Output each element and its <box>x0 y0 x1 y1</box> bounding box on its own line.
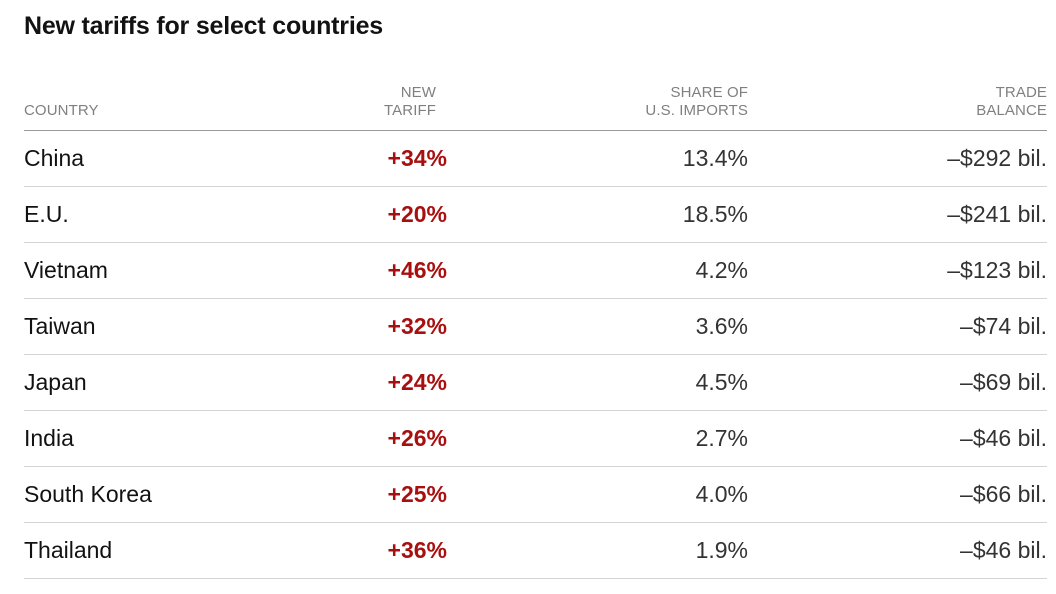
cell-balance: –$241 bil. <box>947 201 1047 227</box>
cell-share: 4.5% <box>695 369 748 395</box>
cell-balance: –$74 bil. <box>960 313 1047 339</box>
cell-country: Taiwan <box>24 313 96 339</box>
cell-country: Japan <box>24 369 87 395</box>
cell-balance: –$46 bil. <box>960 425 1047 451</box>
cell-share: 3.6% <box>695 313 748 339</box>
cell-country: China <box>24 145 85 171</box>
cell-balance: –$69 bil. <box>960 369 1047 395</box>
header-country-label: COUNTRY <box>24 102 99 119</box>
table-row: E.U. +20% 18.5% –$241 bil. <box>24 187 1047 243</box>
header-trade-balance: TRADE BALANCE <box>976 84 1047 120</box>
tariff-table: COUNTRY NEW TARIFF SHARE OF U.S. IMPORTS… <box>24 80 1047 579</box>
cell-tariff: +36% <box>387 537 447 563</box>
table-row: Thailand +36% 1.9% –$46 bil. <box>24 523 1047 579</box>
cell-share: 18.5% <box>682 201 748 227</box>
chart-title: New tariffs for select countries <box>24 12 383 40</box>
cell-share: 13.4% <box>682 145 748 171</box>
cell-tariff: +20% <box>387 201 447 227</box>
cell-balance: –$46 bil. <box>960 537 1047 563</box>
cell-country: Vietnam <box>24 257 108 283</box>
cell-country: India <box>24 425 74 451</box>
cell-share: 2.7% <box>695 425 748 451</box>
cell-tariff: +26% <box>387 425 447 451</box>
cell-tariff: +24% <box>387 369 447 395</box>
cell-balance: –$292 bil. <box>947 145 1047 171</box>
table-header: COUNTRY NEW TARIFF SHARE OF U.S. IMPORTS… <box>24 80 1047 131</box>
table-row: South Korea +25% 4.0% –$66 bil. <box>24 467 1047 523</box>
table-row: China +34% 13.4% –$292 bil. <box>24 131 1047 187</box>
header-country: COUNTRY <box>24 102 99 120</box>
cell-tariff: +34% <box>387 145 447 171</box>
cell-balance: –$123 bil. <box>947 257 1047 283</box>
cell-balance: –$66 bil. <box>960 481 1047 507</box>
cell-share: 4.0% <box>695 481 748 507</box>
table-row: Vietnam +46% 4.2% –$123 bil. <box>24 243 1047 299</box>
cell-tariff: +25% <box>387 481 447 507</box>
header-balance-line2: BALANCE <box>976 102 1047 119</box>
cell-country: South Korea <box>24 481 152 507</box>
cell-country: Thailand <box>24 537 113 563</box>
header-share-line2: U.S. IMPORTS <box>645 102 748 119</box>
table-row: Japan +24% 4.5% –$69 bil. <box>24 355 1047 411</box>
cell-share: 4.2% <box>695 257 748 283</box>
header-new-tariff-line1: NEW <box>400 84 436 101</box>
cell-tariff: +32% <box>387 313 447 339</box>
cell-country: E.U. <box>24 201 69 227</box>
header-share-of-imports: SHARE OF U.S. IMPORTS <box>645 84 748 120</box>
table-row: India +26% 2.7% –$46 bil. <box>24 411 1047 467</box>
header-new-tariff: NEW TARIFF <box>384 84 436 120</box>
header-new-tariff-line2: TARIFF <box>384 102 436 119</box>
header-balance-line1: TRADE <box>995 84 1047 101</box>
table-row: Taiwan +32% 3.6% –$74 bil. <box>24 299 1047 355</box>
cell-share: 1.9% <box>695 537 748 563</box>
header-share-line1: SHARE OF <box>670 84 748 101</box>
cell-tariff: +46% <box>387 257 447 283</box>
